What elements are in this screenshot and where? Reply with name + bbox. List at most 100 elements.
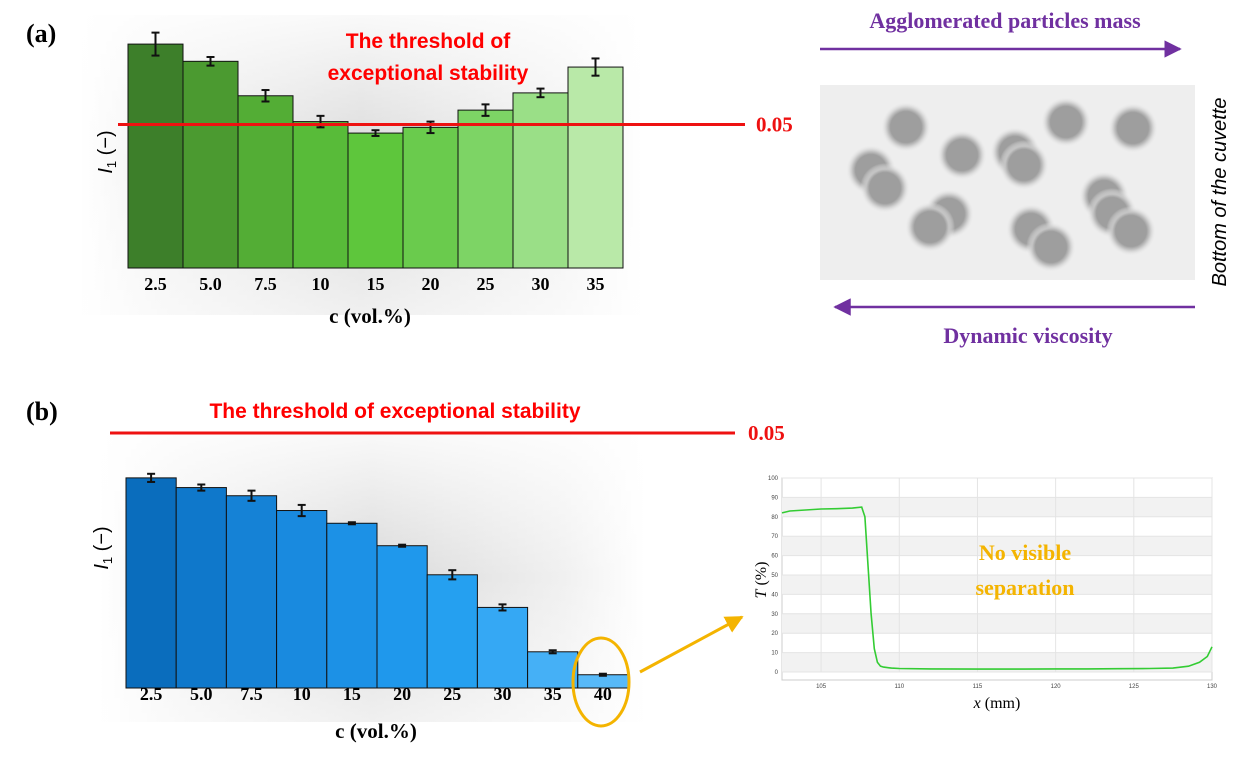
x-tick-label: 115: [973, 684, 983, 690]
inset-chart: 0 10 20 30 40 50 60 70 80 90 100 105 110 115 120 125 130…: [753, 476, 1218, 712]
y-tick-label: 70: [771, 534, 778, 540]
chart-a-ylabel: I1 (−): [95, 130, 119, 173]
chart-b-tick-labels: 2.5 5.0 7.5 10 15 20 25 30 35 40: [140, 684, 612, 704]
inset-ylabel-group: T (%): [753, 562, 770, 599]
x-tick-label: 25: [477, 274, 495, 294]
bar: [276, 510, 328, 689]
chart-b-xlabel: c (vol.%): [335, 719, 417, 743]
bar: [326, 522, 378, 689]
chart-a-tick-labels: 2.5 5.0 7.5 10 15 20 25 30 35: [144, 274, 604, 294]
y-tick-label: 60: [771, 554, 778, 560]
cuvette-label-group: Bottom of the cuvette: [1209, 98, 1231, 287]
x-tick-label: 40: [594, 684, 612, 704]
x-tick-label: 10: [293, 684, 311, 704]
inset-tick-labels: 0 10 20 30 40 50 60 70 80 90 100 105 110 115 120 125 130: [768, 476, 1218, 690]
y-tick-label: 100: [768, 476, 779, 482]
x-tick-label: 7.5: [254, 274, 277, 294]
highlight-ellipse: [571, 636, 631, 728]
y-tick-label: 40: [771, 592, 778, 598]
chart-a-xlabel: c (vol.%): [329, 304, 411, 328]
bar: [567, 66, 624, 269]
x-tick-label: 5.0: [199, 274, 222, 294]
zoom-arrow-icon: [639, 615, 744, 674]
bar: [182, 60, 239, 269]
x-tick-label: 110: [894, 684, 904, 690]
bar: [512, 92, 569, 269]
chart-a-threshold-value: 0.05: [756, 112, 793, 136]
x-tick-label: 2.5: [140, 684, 163, 704]
y-tick-label: 30: [771, 612, 778, 618]
x-tick-label: 130: [1207, 684, 1218, 690]
x-tick-label: 25: [443, 684, 461, 704]
bar: [125, 477, 177, 689]
bar: [476, 606, 529, 689]
bar: [225, 495, 278, 689]
chart-b-ylabel: I1 (−): [91, 526, 115, 569]
particle: [881, 102, 931, 152]
particle: [860, 163, 910, 213]
x-tick-label: 35: [587, 274, 605, 294]
bar: [402, 126, 459, 269]
chart-b-threshold-text: The threshold of exceptional stability: [209, 400, 580, 423]
y-tick-label: 90: [771, 495, 778, 501]
x-tick-label: 20: [393, 684, 411, 704]
x-tick-label: 120: [1051, 684, 1062, 690]
bar: [376, 545, 428, 689]
particle: [999, 140, 1049, 190]
particle: [1106, 206, 1156, 256]
particles-group: [846, 97, 1158, 272]
grid-band: [782, 497, 1212, 517]
x-tick-label: 15: [343, 684, 361, 704]
x-tick-label: 2.5: [144, 274, 167, 294]
panel-b-label: (b): [26, 397, 58, 426]
x-tick-label: 35: [544, 684, 562, 704]
inset-annotation-line2: separation: [976, 575, 1075, 600]
inset-ylabel: T (%): [753, 562, 770, 599]
particle: [1026, 222, 1076, 272]
panel-a: (a) 2.5 5.0 7.5 10 15 20 25 30 35 I1 (−) c (vol.…: [26, 8, 1231, 348]
x-tick-label: 125: [1129, 684, 1140, 690]
bar: [175, 487, 227, 689]
chart-b-bars: [125, 477, 629, 689]
x-tick-label: 7.5: [240, 684, 263, 704]
y-tick-label: 10: [771, 651, 778, 657]
y-tick-label: 20: [771, 631, 778, 637]
chart-b-threshold-value: 0.05: [748, 421, 785, 445]
bar: [127, 43, 184, 269]
arrow-top-label: Agglomerated particles mass: [869, 8, 1141, 33]
inset-series-line: [781, 506, 1213, 670]
particle: [905, 202, 955, 252]
panel-a-label: (a): [26, 19, 56, 48]
bar: [292, 121, 349, 269]
particle: [1041, 97, 1091, 147]
arrow-bottom-label: Dynamic viscosity: [943, 323, 1112, 348]
x-tick-label: 15: [367, 274, 385, 294]
inset-annotation-line1: No visible: [979, 540, 1072, 565]
bar: [347, 132, 404, 269]
x-tick-label: 105: [816, 684, 827, 690]
particle: [937, 130, 987, 180]
grid-band: [782, 536, 1212, 556]
bar: [527, 651, 579, 689]
y-tick-label: 0: [775, 670, 779, 676]
chart-b-error-bars: [147, 472, 607, 677]
x-tick-label: 30: [532, 274, 550, 294]
bar: [426, 574, 478, 689]
x-tick-label: 5.0: [190, 684, 213, 704]
x-tick-label: 10: [312, 274, 330, 294]
inset-xlabel: x (mm): [973, 695, 1021, 712]
bar: [237, 95, 294, 269]
chart-a-threshold-text-line2: exceptional stability: [328, 62, 529, 85]
x-tick-label: 20: [422, 274, 440, 294]
grid-band: [782, 613, 1212, 634]
x-tick-label: 30: [494, 684, 512, 704]
y-tick-label: 50: [771, 573, 778, 579]
y-tick-label: 80: [771, 515, 778, 521]
panel-b: (b) 2.5 5.0 7.5 10 15 20 25 30 35 40 I1 (−) c (vo…: [26, 397, 1218, 743]
chart-a-ylabel-text: I1 (−): [95, 130, 119, 173]
particle: [1108, 103, 1158, 153]
bar: [457, 109, 514, 269]
grid-band: [782, 575, 1212, 595]
chart-b-ylabel-text: I1 (−): [91, 526, 115, 569]
